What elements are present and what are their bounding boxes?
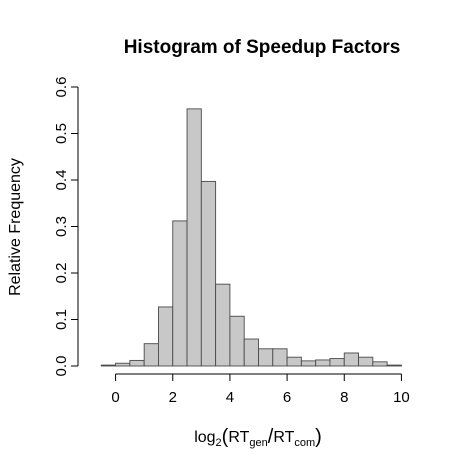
x-label-denominator: RT xyxy=(273,429,294,446)
y-tick-label: 0.3 xyxy=(53,216,70,237)
x-axis-label: log2(RTgen/RTcom) xyxy=(194,426,322,449)
histogram-bar xyxy=(286,356,302,367)
histogram-bar xyxy=(300,360,317,367)
x-label-open-paren: ( xyxy=(222,426,229,448)
histogram-bar xyxy=(200,180,217,367)
bars-group xyxy=(100,108,402,367)
x-label-numerator-sub: gen xyxy=(249,437,267,449)
x-tick-label: 6 xyxy=(283,389,291,406)
histogram-bar xyxy=(343,352,359,367)
y-tick-label: 0.6 xyxy=(53,77,70,98)
y-axis-label: Relative Frequency xyxy=(7,158,24,296)
histogram-bar xyxy=(243,338,259,367)
x-tick-label: 2 xyxy=(169,389,177,406)
histogram-bar xyxy=(372,361,388,367)
histogram-bar xyxy=(315,359,331,367)
histogram-bar xyxy=(129,359,145,367)
x-label-base: log xyxy=(194,429,215,446)
histogram-bar xyxy=(329,358,345,367)
chart-title: Histogram of Speedup Factors xyxy=(124,37,401,58)
histogram-bar xyxy=(158,306,174,367)
histogram-bar xyxy=(358,356,374,367)
x-tick-label: 10 xyxy=(393,389,410,406)
histogram-bar xyxy=(386,364,402,367)
x-tick-label: 8 xyxy=(340,389,348,406)
histogram-bar xyxy=(115,362,131,367)
y-tick-label: 0.5 xyxy=(53,123,70,144)
y-tick-label: 0.2 xyxy=(53,263,70,284)
y-tick-label: 0.0 xyxy=(53,356,70,377)
histogram-bar xyxy=(172,220,188,367)
x-label-close-paren: ) xyxy=(315,426,322,448)
x-tick-label: 0 xyxy=(111,389,119,406)
y-tick-label: 0.4 xyxy=(53,170,70,191)
x-label-numerator: RT xyxy=(228,429,249,446)
histogram-bar xyxy=(229,315,245,367)
histogram-bar xyxy=(215,283,231,367)
histogram-bar xyxy=(258,348,274,367)
histogram-bar xyxy=(186,108,202,367)
histogram-bar xyxy=(272,348,288,367)
y-tick-label: 0.1 xyxy=(53,309,70,330)
x-axis: 0 2 4 6 8 10 xyxy=(111,373,410,406)
histogram-bar xyxy=(143,343,159,367)
x-tick-label: 4 xyxy=(226,389,234,406)
y-axis: 0.0 0.1 0.2 0.3 0.4 0.5 0.6 xyxy=(53,77,79,377)
histogram-bar xyxy=(100,364,117,367)
x-label-denominator-sub: com xyxy=(294,437,315,449)
x-label-base-sub: 2 xyxy=(216,437,222,449)
x-label-slash: / xyxy=(268,426,274,448)
